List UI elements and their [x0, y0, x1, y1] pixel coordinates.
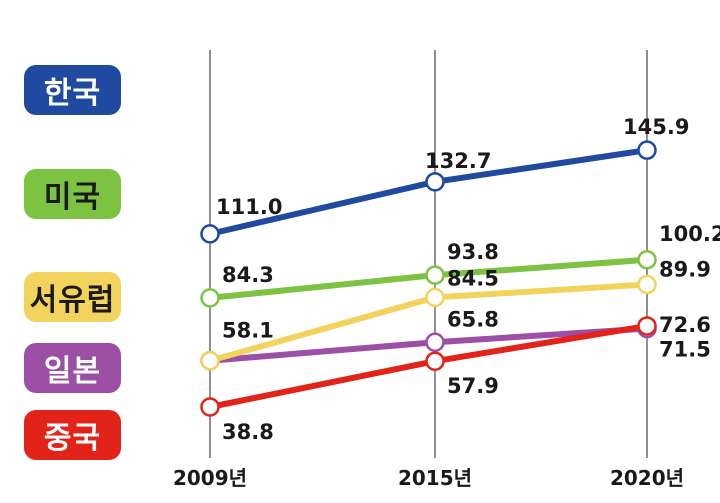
legend-item-usa: 미국	[24, 169, 121, 219]
data-label: 71.5	[659, 338, 711, 362]
legend-item-japan: 일본	[24, 343, 121, 393]
data-label: 145.9	[623, 115, 689, 139]
legend-label: 중국	[43, 421, 102, 456]
data-label: 111.0	[216, 195, 282, 219]
data-point	[200, 350, 220, 371]
data-label: 65.8	[447, 307, 499, 331]
data-label: 93.8	[447, 240, 499, 264]
data-point	[637, 316, 657, 336]
data-point	[200, 288, 220, 308]
data-point	[425, 265, 445, 285]
data-point	[425, 351, 445, 371]
data-point	[637, 250, 657, 270]
legend-label: 서유럽	[29, 283, 116, 318]
data-point	[425, 332, 445, 353]
data-label: 58.1	[222, 319, 274, 343]
data-point	[200, 224, 220, 244]
legend-label: 일본	[43, 354, 102, 389]
data-point	[425, 172, 445, 192]
legend-item-korea: 한국	[24, 65, 121, 115]
data-label: 84.3	[222, 263, 274, 287]
data-label: 89.9	[659, 257, 711, 281]
data-point	[425, 287, 445, 308]
data-label: 38.8	[222, 420, 274, 444]
data-label: 72.6	[659, 313, 711, 337]
legend-item-china: 중국	[24, 410, 121, 460]
legend-label: 미국	[43, 180, 102, 215]
legend-item-western-europe: 서유럽	[24, 272, 121, 322]
data-point	[637, 274, 657, 295]
data-point	[637, 140, 657, 160]
x-tick-label: 2020년	[610, 466, 684, 490]
data-label: 57.9	[447, 374, 499, 398]
x-tick-label: 2009년	[173, 466, 247, 490]
legend-label: 한국	[43, 76, 102, 111]
data-point	[200, 397, 220, 417]
data-label: 84.5	[447, 266, 499, 290]
data-label: 100.2	[659, 222, 720, 246]
data-label: 132.7	[425, 149, 491, 173]
x-tick-label: 2015년	[398, 466, 472, 490]
